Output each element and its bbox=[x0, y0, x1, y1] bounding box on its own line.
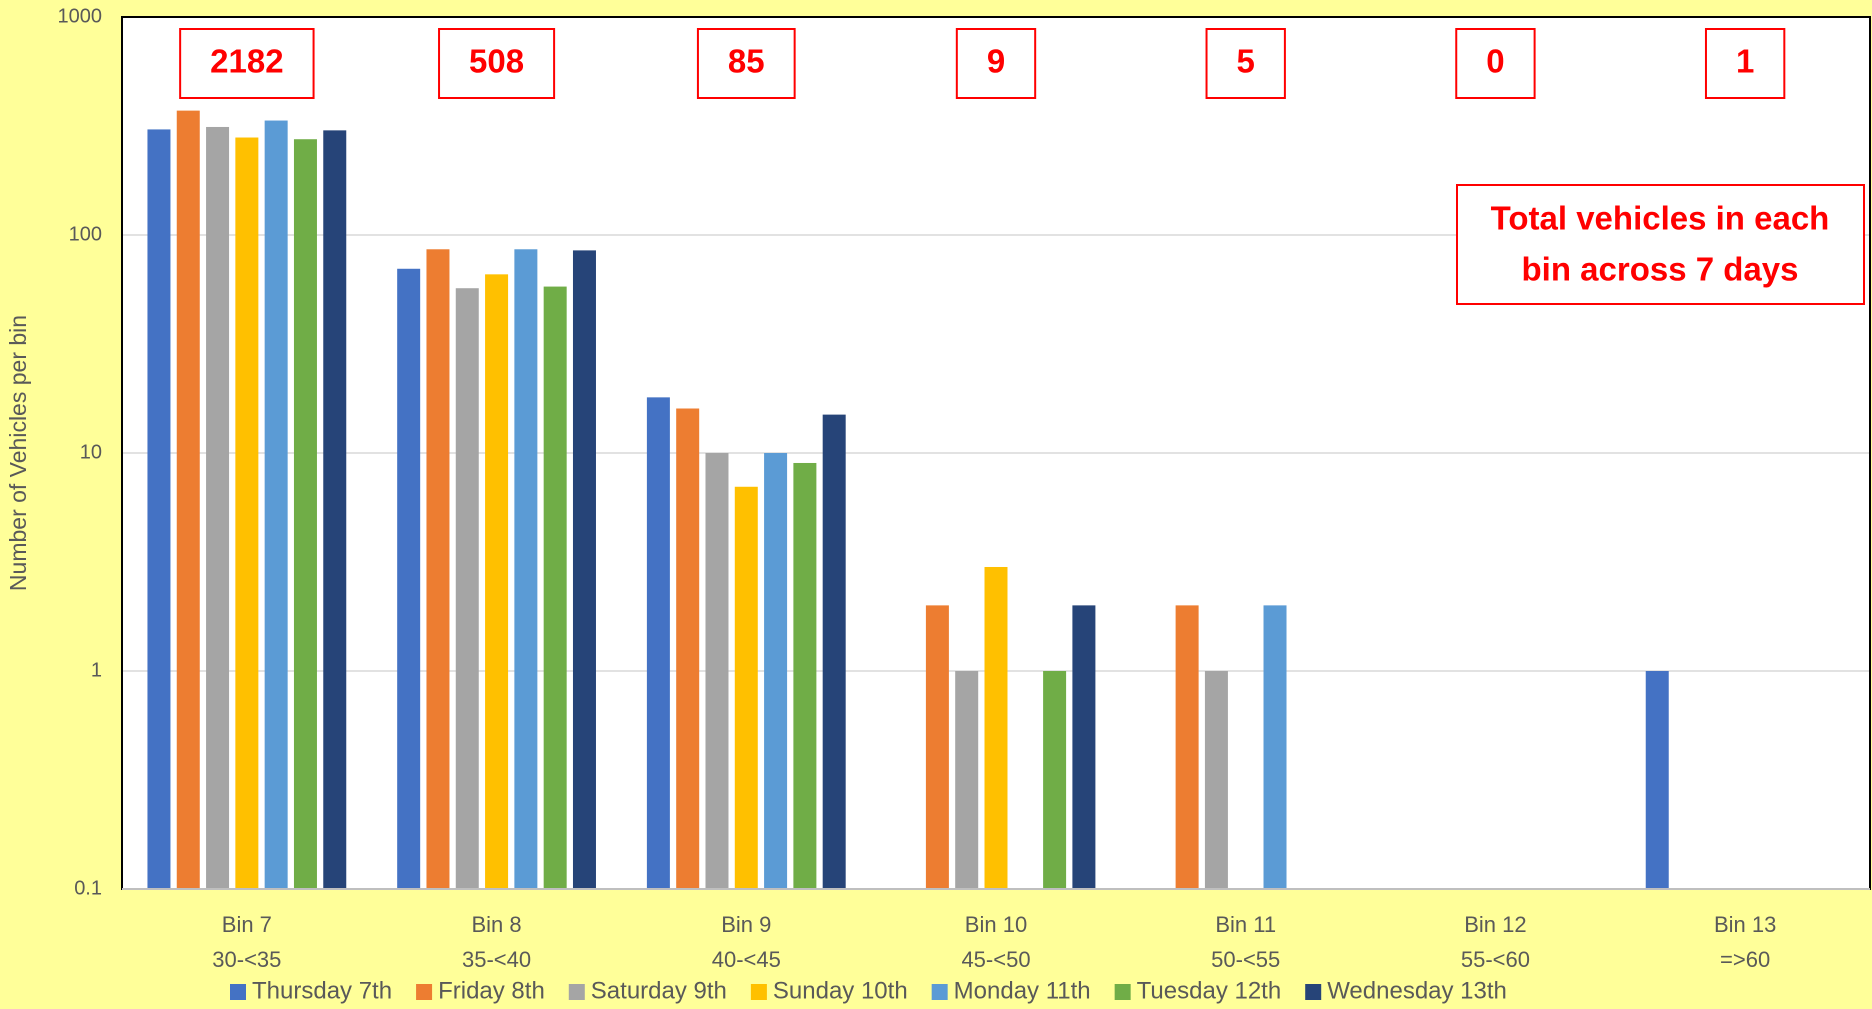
y-tick-label: 100 bbox=[69, 223, 102, 245]
bar bbox=[1263, 605, 1287, 889]
bar bbox=[235, 137, 259, 890]
total-box bbox=[1455, 28, 1536, 99]
bar bbox=[485, 274, 509, 889]
x-tick-label: 55-<60 bbox=[1461, 947, 1530, 972]
total-box bbox=[955, 28, 1037, 99]
total-label: 1 bbox=[1736, 43, 1754, 80]
legend-label: Thursday 7th bbox=[252, 977, 392, 1004]
bar bbox=[1645, 671, 1669, 889]
bar bbox=[543, 286, 567, 889]
legend-label: Sunday 10th bbox=[773, 977, 908, 1004]
x-tick-label: =>60 bbox=[1720, 947, 1770, 972]
legend-label: Friday 8th bbox=[438, 977, 545, 1004]
bar bbox=[1072, 605, 1096, 889]
x-tick-label: Bin 9 bbox=[721, 912, 771, 937]
bar bbox=[572, 250, 596, 890]
bar bbox=[397, 268, 421, 889]
bar bbox=[514, 249, 538, 889]
bar bbox=[984, 566, 1008, 889]
y-tick-label: 0.1 bbox=[74, 877, 102, 899]
legend-swatch bbox=[931, 984, 948, 1000]
legend-swatch bbox=[416, 984, 433, 1000]
x-tick-label: 35-<40 bbox=[462, 947, 531, 972]
x-tick-label: 50-<55 bbox=[1211, 947, 1280, 972]
total-box bbox=[1205, 28, 1286, 99]
bar bbox=[455, 288, 479, 890]
bar bbox=[764, 453, 788, 889]
x-tick-label: Bin 7 bbox=[222, 912, 272, 937]
legend-swatch bbox=[230, 984, 246, 1000]
x-tick-label: Bin 13 bbox=[1714, 912, 1776, 937]
total-box bbox=[696, 28, 796, 99]
y-tick-label: 1000 bbox=[58, 5, 103, 27]
bar bbox=[705, 453, 729, 889]
total-label: 508 bbox=[469, 43, 524, 80]
x-tick-label: 30-<35 bbox=[212, 947, 281, 972]
total-box bbox=[438, 28, 556, 99]
annotation-text: bin across 7 days bbox=[1522, 251, 1799, 288]
y-tick-label: 10 bbox=[80, 441, 102, 463]
bar bbox=[822, 414, 846, 889]
x-tick-label: Bin 11 bbox=[1215, 912, 1276, 937]
bar bbox=[1175, 605, 1199, 889]
total-box bbox=[1704, 28, 1786, 99]
legend-label: Tuesday 12th bbox=[1137, 977, 1282, 1004]
bar bbox=[147, 129, 171, 890]
bar bbox=[206, 126, 230, 890]
y-axis-label: Number of Vehicles per bin bbox=[5, 315, 31, 591]
bar bbox=[793, 462, 817, 889]
legend-swatch bbox=[1114, 984, 1131, 1000]
total-label: 85 bbox=[728, 43, 765, 80]
legend-label: Wednesday 13th bbox=[1327, 977, 1507, 1004]
x-tick-label: Bin 8 bbox=[471, 912, 521, 937]
bar bbox=[293, 139, 317, 890]
y-tick-label: 1 bbox=[91, 659, 102, 681]
legend-swatch bbox=[568, 984, 585, 1000]
bar bbox=[925, 605, 949, 889]
x-tick-label: 45-<50 bbox=[961, 947, 1030, 972]
bar bbox=[955, 671, 979, 889]
legend-label: Monday 11th bbox=[954, 977, 1091, 1004]
bar bbox=[646, 397, 670, 889]
bar bbox=[426, 249, 450, 889]
total-label: 2182 bbox=[210, 43, 283, 80]
legend-swatch bbox=[750, 984, 767, 1000]
x-tick-label: Bin 12 bbox=[1464, 912, 1526, 937]
legend-swatch bbox=[1305, 984, 1322, 1000]
total-label: 5 bbox=[1237, 43, 1255, 80]
annotation-text: Total vehicles in each bbox=[1491, 200, 1830, 237]
bar bbox=[176, 110, 200, 889]
total-box bbox=[179, 28, 315, 99]
bar bbox=[734, 486, 758, 889]
bar bbox=[1043, 671, 1067, 889]
bar bbox=[1204, 671, 1228, 889]
total-label: 9 bbox=[987, 43, 1005, 80]
annotation-box bbox=[1456, 184, 1865, 305]
x-tick-label: 40-<45 bbox=[712, 947, 781, 972]
bar bbox=[264, 120, 288, 890]
legend-label: Saturday 9th bbox=[591, 977, 727, 1004]
x-tick-label: Bin 10 bbox=[965, 912, 1027, 937]
total-label: 0 bbox=[1486, 43, 1504, 80]
bar bbox=[676, 408, 700, 889]
bar bbox=[323, 130, 347, 889]
